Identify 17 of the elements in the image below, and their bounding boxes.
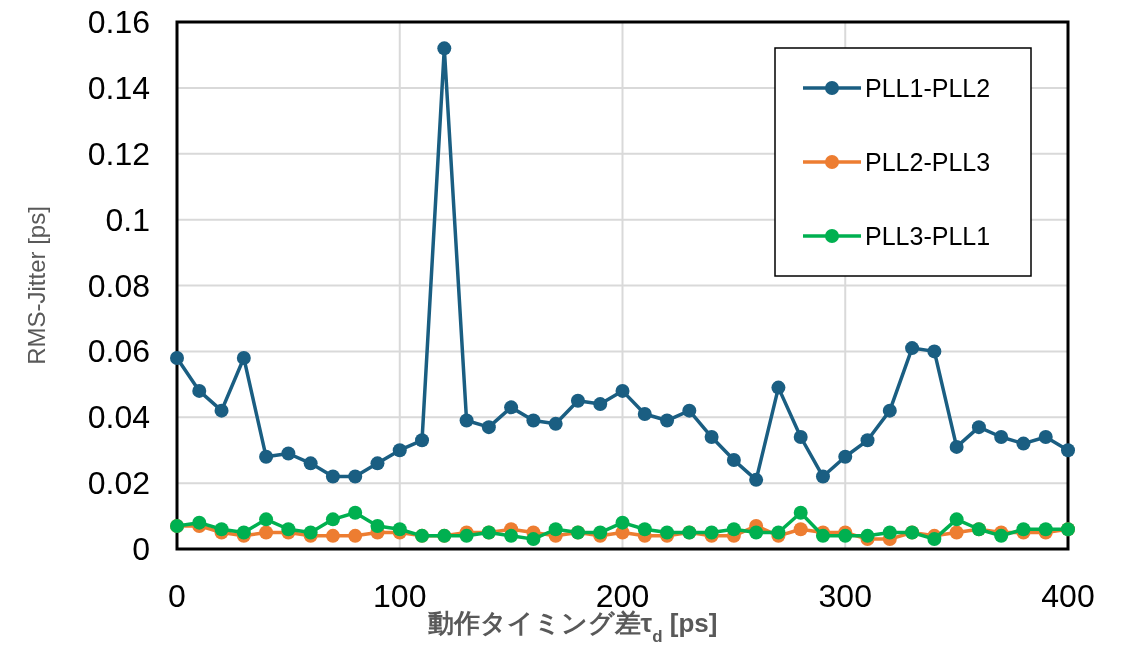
y-tick-label: 0 [132,531,150,567]
x-tick-label: 300 [818,578,872,614]
x-tick-label: 100 [373,578,427,614]
x-tick-label: 400 [1041,578,1095,614]
y-axis-title: RMS-Jitter [ps] [23,206,50,365]
y-tick-label: 0.04 [87,399,150,436]
y-tick-label: 0.16 [87,4,150,40]
legend-label: PLL2-PLL3 [865,148,991,176]
legend-label: PLL1-PLL2 [865,74,991,102]
y-tick-label: 0.1 [105,201,150,238]
x-tick-label: 0 [168,578,186,614]
legend-label: PLL3-PLL1 [865,222,991,250]
y-tick-label: 0.12 [87,135,150,172]
y-tick-label: 0.02 [87,465,150,502]
y-tick-label: 0.14 [87,69,150,106]
y-tick-label: 0.08 [87,267,150,304]
y-tick-label: 0.06 [87,333,150,370]
